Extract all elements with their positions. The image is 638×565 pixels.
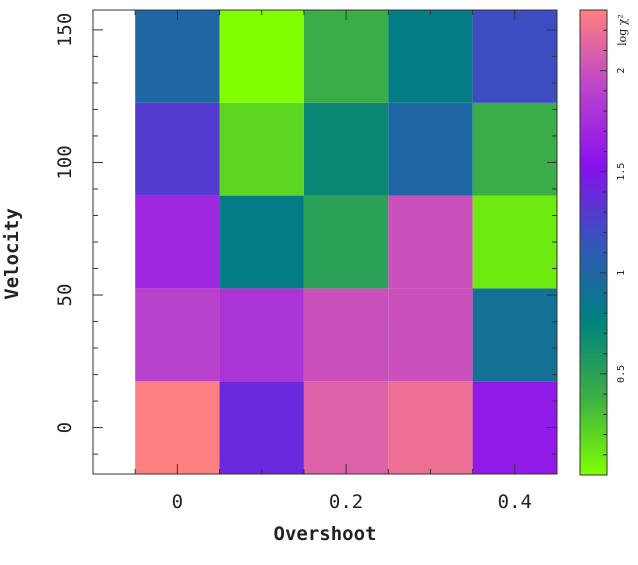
heatmap-cell <box>303 381 389 474</box>
heatmap-cell <box>303 10 389 103</box>
heatmap-cell <box>303 195 389 289</box>
heatmap-cell <box>219 288 304 382</box>
heatmap-cell <box>472 381 557 474</box>
y-tick-label: 100 <box>54 145 76 179</box>
x-tick-labels: 0 0.2 0.4 <box>172 491 532 513</box>
heatmap-cell <box>388 10 473 103</box>
colorbar <box>579 9 608 476</box>
colorbar-tick-label: 2 <box>616 68 627 74</box>
heatmap-cell <box>219 195 304 289</box>
heatmap-cell <box>135 195 220 289</box>
x-axis-title: Overshoot <box>274 523 377 545</box>
colorbar-ticks: 0.5 1 1.5 2 <box>600 29 627 456</box>
heatmap-cell <box>388 288 473 382</box>
y-tick-labels: 0 50 100 150 <box>54 13 76 434</box>
heatmap-cell <box>219 102 304 196</box>
heatmap-cell <box>219 10 304 103</box>
y-axis-title: Velocity <box>1 208 23 300</box>
y-tick-label: 150 <box>54 13 76 47</box>
heatmap-cell <box>388 195 473 289</box>
heatmap-cells <box>135 10 557 474</box>
heatmap-cell <box>472 10 557 103</box>
heatmap-cell <box>303 102 389 196</box>
heatmap-cell <box>472 102 557 196</box>
heatmap-cell <box>135 10 220 103</box>
heatmap-cell <box>303 288 389 382</box>
x-tick-label: 0 <box>172 491 183 513</box>
heatmap-cell <box>388 381 473 474</box>
colorbar-tick-label: 0.5 <box>616 365 627 383</box>
heatmap-cell <box>135 381 220 474</box>
heatmap-cell <box>135 288 220 382</box>
heatmap-cell <box>472 195 557 289</box>
axis-ticks <box>93 10 558 474</box>
colorbar-title: log χ² <box>616 14 629 46</box>
x-tick-label: 0.4 <box>498 491 532 513</box>
heatmap-cell <box>135 102 220 196</box>
y-tick-label: 0 <box>54 422 76 433</box>
heatmap-cell <box>472 288 557 382</box>
y-tick-label: 50 <box>54 284 76 307</box>
colorbar-tick-label: 1.5 <box>616 163 627 181</box>
x-tick-label: 0.2 <box>329 491 363 513</box>
heatmap-cell <box>388 102 473 196</box>
colorbar-tick-label: 1 <box>616 270 627 276</box>
heatmap-cell <box>219 381 304 474</box>
